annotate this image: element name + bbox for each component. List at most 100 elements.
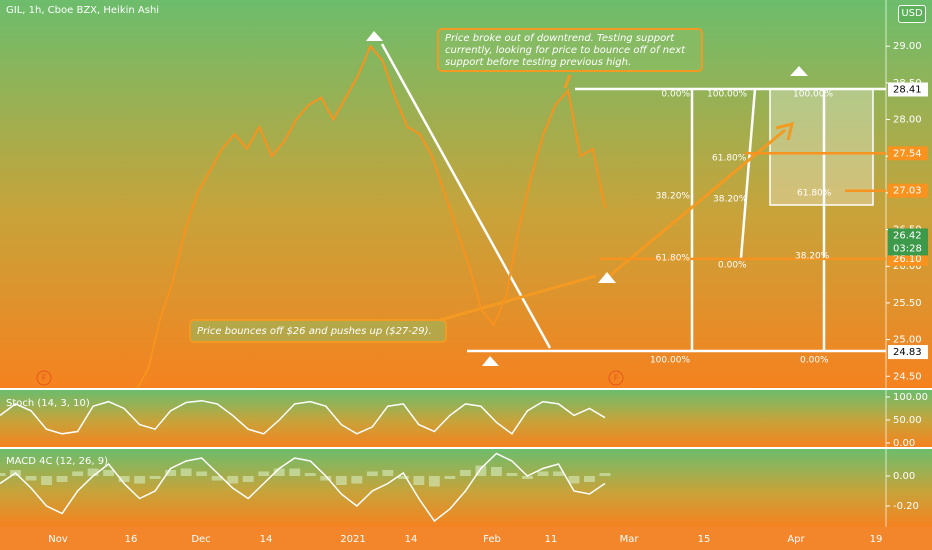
time-axis: [0, 527, 932, 550]
histogram-bar: [180, 468, 192, 476]
histogram-bar: [335, 476, 347, 485]
y-tick-label: 100.00: [893, 392, 928, 403]
y-tick-label: 0.00: [893, 471, 915, 482]
y-tick-label: 28.00: [893, 115, 922, 126]
triangle: [598, 272, 616, 283]
fib-label: 100.00%: [793, 90, 833, 100]
histogram-bar: [444, 476, 456, 479]
fib-label: 0.00%: [718, 261, 747, 271]
event-marker-label: F: [42, 374, 47, 383]
histogram-bar: [289, 468, 301, 476]
histogram-bar: [537, 471, 549, 476]
histogram-bar: [382, 470, 394, 476]
stoch-pane: [0, 390, 932, 447]
fib-label: 61.80%: [797, 189, 832, 199]
histogram-bar: [196, 471, 208, 476]
x-tick-label: 16: [125, 534, 138, 545]
arrow-head: [775, 121, 795, 141]
histogram-bar: [366, 471, 378, 476]
price-label: 27.03: [893, 186, 922, 197]
histogram-bar: [134, 476, 146, 484]
x-tick-label: 15: [698, 534, 711, 545]
arrow-line: [606, 128, 786, 280]
histogram-bar: [41, 476, 52, 485]
y-tick-label: -0.20: [893, 501, 919, 512]
price-label: 26.10: [893, 254, 922, 265]
triangle: [790, 66, 808, 76]
histogram-bar: [258, 471, 270, 476]
triangle: [366, 31, 383, 41]
histogram-bar: [522, 476, 533, 479]
x-tick-label: 2021: [340, 534, 365, 545]
price-label: 28.41: [893, 84, 922, 95]
histogram-bar: [304, 473, 316, 476]
x-tick-label: Feb: [483, 534, 501, 545]
histogram-bar: [428, 476, 440, 487]
series-group: [136, 44, 606, 388]
x-tick-label: 14: [260, 534, 273, 545]
arrows: [439, 74, 795, 322]
fib-label: 61.80%: [656, 254, 691, 264]
fib-label: 100.00%: [707, 90, 747, 100]
x-tick-label: 19: [870, 534, 883, 545]
last-price-box: [888, 228, 928, 256]
histogram-bar: [211, 476, 223, 481]
histogram-bar: [459, 470, 471, 476]
series-line: [0, 452, 606, 523]
y-tick-label: 24.50: [893, 371, 922, 382]
price-label-box: [888, 183, 928, 198]
event-marker: [36, 370, 52, 386]
x-tick-label: Apr: [787, 534, 805, 545]
histogram-bar: [165, 470, 177, 476]
currency-button[interactable]: USD: [898, 5, 926, 23]
histogram-bar: [351, 476, 363, 484]
y-tick-label: 50.00: [893, 415, 922, 426]
histogram-bar: [599, 473, 611, 476]
triangle: [482, 356, 499, 366]
histogram-bar: [490, 467, 502, 476]
price-label-box: [888, 345, 928, 360]
histogram-bar: [72, 471, 83, 476]
annotation: Price broke out of downtrend. Testing su…: [437, 28, 703, 72]
histogram-bar: [149, 476, 161, 479]
x-tick-label: Dec: [191, 534, 210, 545]
histogram-bar: [103, 470, 115, 476]
fib-label: 38.20%: [656, 192, 691, 202]
macd-title: MACD 4C (12, 26, 9): [6, 456, 108, 467]
y-tick-label: 29.00: [893, 41, 922, 52]
macd-pane: [0, 449, 932, 527]
histogram-bar: [273, 468, 285, 476]
fib-label: 0.00%: [800, 356, 829, 366]
event-marker-label: F: [614, 374, 619, 383]
triangles: [366, 31, 808, 366]
x-tick-label: Nov: [48, 534, 68, 545]
fib-label: 100.00%: [650, 356, 690, 366]
event-marker: [608, 370, 624, 386]
series-group: [0, 399, 606, 435]
arrow-line: [563, 74, 572, 89]
price-label-box: [888, 146, 928, 161]
histogram-bar: [0, 473, 6, 476]
histogram-bar: [568, 476, 580, 484]
price-label-box: [888, 82, 928, 97]
fib-label: 0.00%: [661, 90, 690, 100]
histogram-bar: [320, 476, 332, 481]
histogram-bar: [87, 468, 99, 476]
y-tick-label: 25.50: [893, 298, 922, 309]
fib-label: 61.80%: [712, 154, 747, 164]
last-price-label: 26.42: [893, 230, 922, 241]
histogram-bar: [506, 473, 518, 476]
arrow-line: [439, 274, 597, 322]
price-label: 27.54: [893, 148, 922, 159]
y-tick-label: 26.00: [893, 261, 922, 272]
fib-label: 38.20%: [795, 252, 830, 262]
histogram-bar: [584, 476, 595, 482]
y-tick-label: 25.00: [893, 335, 922, 346]
histogram-bar: [553, 471, 564, 476]
series-line: [136, 44, 606, 388]
histogram-bar: [56, 476, 68, 482]
histogram-bar: [242, 476, 254, 482]
x-tick-label: 14: [405, 534, 418, 545]
y-tick-label: 0.00: [893, 438, 915, 449]
